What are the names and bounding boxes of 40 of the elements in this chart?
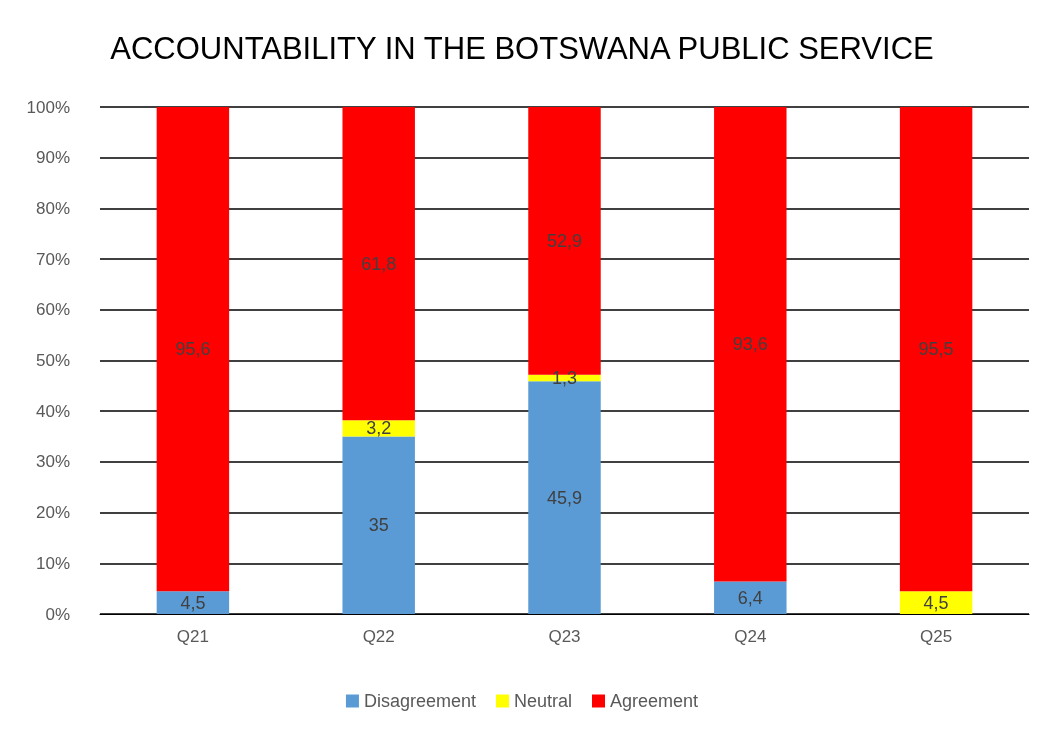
legend-label: Agreement xyxy=(610,691,699,711)
x-tick-label: Q21 xyxy=(176,627,209,646)
x-tick-label: Q24 xyxy=(734,627,767,646)
y-tick-label: 80% xyxy=(35,198,70,218)
data-label: 52,9 xyxy=(546,230,583,251)
y-tick-label: 50% xyxy=(35,351,70,370)
y-tick-label: 10% xyxy=(35,553,70,573)
legend-label: Neutral xyxy=(513,691,573,711)
x-tick-label: Q23 xyxy=(548,627,581,646)
y-tick-label: 40% xyxy=(35,401,70,421)
data-label: 95,5 xyxy=(918,339,954,360)
y-tick-label: 70% xyxy=(35,249,70,269)
x-tick-label: Q22 xyxy=(362,627,395,646)
bar xyxy=(714,581,787,614)
bar xyxy=(342,436,415,614)
y-tick-label: 90% xyxy=(35,148,70,168)
data-label: 35 xyxy=(368,515,389,536)
bar xyxy=(899,591,973,614)
data-label: 45,9 xyxy=(546,487,583,508)
data-label: 3,2 xyxy=(366,418,392,439)
data-label: 95,6 xyxy=(175,339,211,360)
bar xyxy=(156,107,230,592)
data-label: 61,8 xyxy=(361,253,397,274)
data-label: 93,6 xyxy=(732,334,768,355)
chart-title: ACCOUNTABILITY IN THE BOTSWANA PUBLIC SERVICE xyxy=(110,31,934,66)
x-tick-label: Q25 xyxy=(920,627,953,646)
bar xyxy=(342,420,415,437)
y-tick-label: 30% xyxy=(35,452,70,472)
data-label: 6,4 xyxy=(737,587,763,608)
y-tick-label: 100% xyxy=(26,97,70,117)
y-tick-label: 60% xyxy=(35,300,70,320)
bar xyxy=(899,107,973,592)
bar xyxy=(342,107,415,421)
data-label: 4,5 xyxy=(180,592,206,613)
bar xyxy=(156,591,230,614)
bar xyxy=(714,107,787,582)
y-tick-label: 0% xyxy=(45,604,70,624)
legend-label: Disagreement xyxy=(363,691,476,711)
data-label: 4,5 xyxy=(923,592,949,613)
y-tick-label: 20% xyxy=(35,503,70,523)
